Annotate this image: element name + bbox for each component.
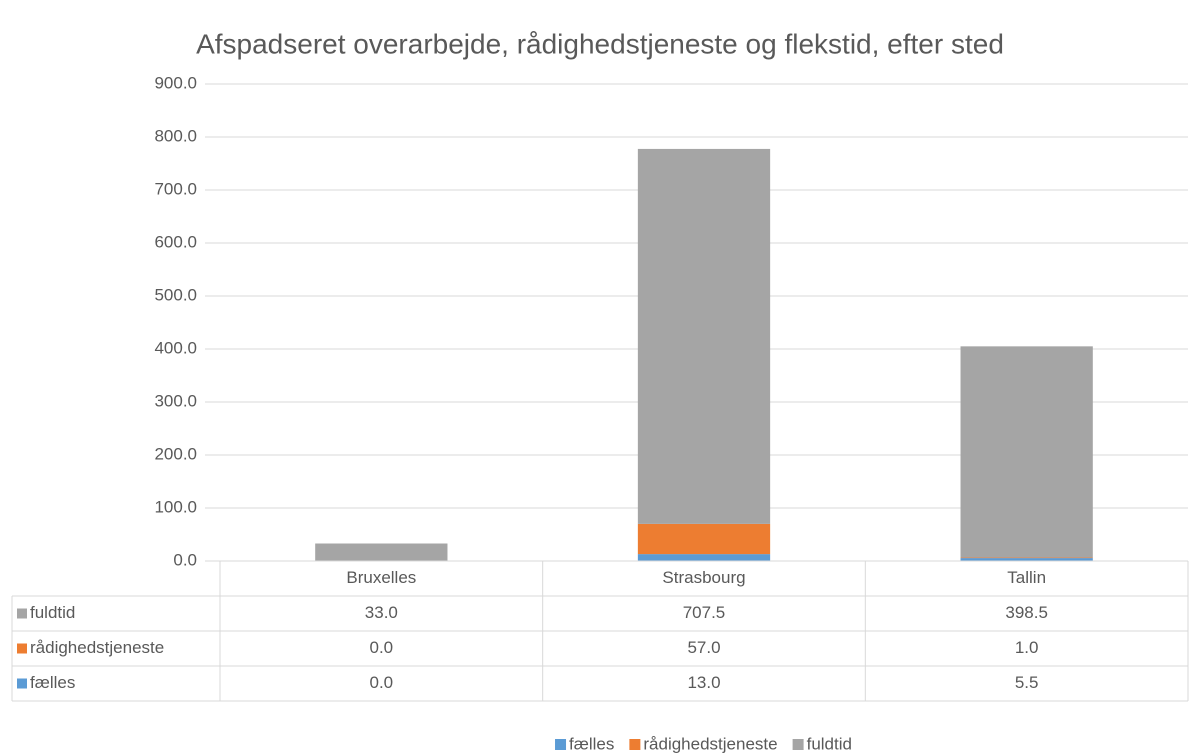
table-value: 0.0 <box>370 673 394 692</box>
bar-segment <box>637 523 771 555</box>
table-row-label: fuldtid <box>30 603 75 622</box>
table-row-label: fælles <box>30 673 75 692</box>
legend-label: rådighedstjeneste <box>643 734 777 753</box>
table-legend-key <box>17 643 27 654</box>
y-tick-label: 800.0 <box>154 126 197 145</box>
legend-label: fuldtid <box>807 734 852 753</box>
x-tick-label: Strasbourg <box>662 568 745 587</box>
y-tick-label: 500.0 <box>154 285 197 304</box>
bar-segment <box>960 346 1093 558</box>
y-tick-label: 0.0 <box>173 550 197 569</box>
table-value: 33.0 <box>365 603 398 622</box>
legend-key <box>629 739 641 750</box>
table-legend-key <box>17 608 27 619</box>
table-legend-key <box>17 678 27 689</box>
legend-key <box>555 739 567 750</box>
x-tick-label: Bruxelles <box>346 568 416 587</box>
table-value: 5.5 <box>1015 673 1039 692</box>
y-tick-label: 300.0 <box>154 391 197 410</box>
table-value: 57.0 <box>687 638 720 657</box>
bar-segment <box>315 543 448 561</box>
x-tick-label: Tallin <box>1007 568 1046 587</box>
legend-key <box>792 739 804 750</box>
table-value: 0.0 <box>370 638 394 657</box>
bar-segment <box>637 148 771 524</box>
table-row-label: rådighedstjeneste <box>30 638 164 657</box>
y-tick-label: 700.0 <box>154 179 197 198</box>
y-tick-label: 400.0 <box>154 338 197 357</box>
table-value: 13.0 <box>687 673 720 692</box>
table-value: 707.5 <box>683 603 726 622</box>
table-value: 398.5 <box>1005 603 1048 622</box>
y-tick-label: 200.0 <box>154 444 197 463</box>
chart-title: Afspadseret overarbejde, rådighedstjenes… <box>196 28 1004 59</box>
y-tick-label: 900.0 <box>154 73 197 92</box>
table-value: 1.0 <box>1015 638 1039 657</box>
y-tick-label: 100.0 <box>154 497 197 516</box>
bar-segment <box>637 554 771 561</box>
legend-label: fælles <box>569 734 614 753</box>
bar-segment <box>960 558 1093 561</box>
y-tick-label: 600.0 <box>154 232 197 251</box>
bar-segment <box>960 557 1093 559</box>
